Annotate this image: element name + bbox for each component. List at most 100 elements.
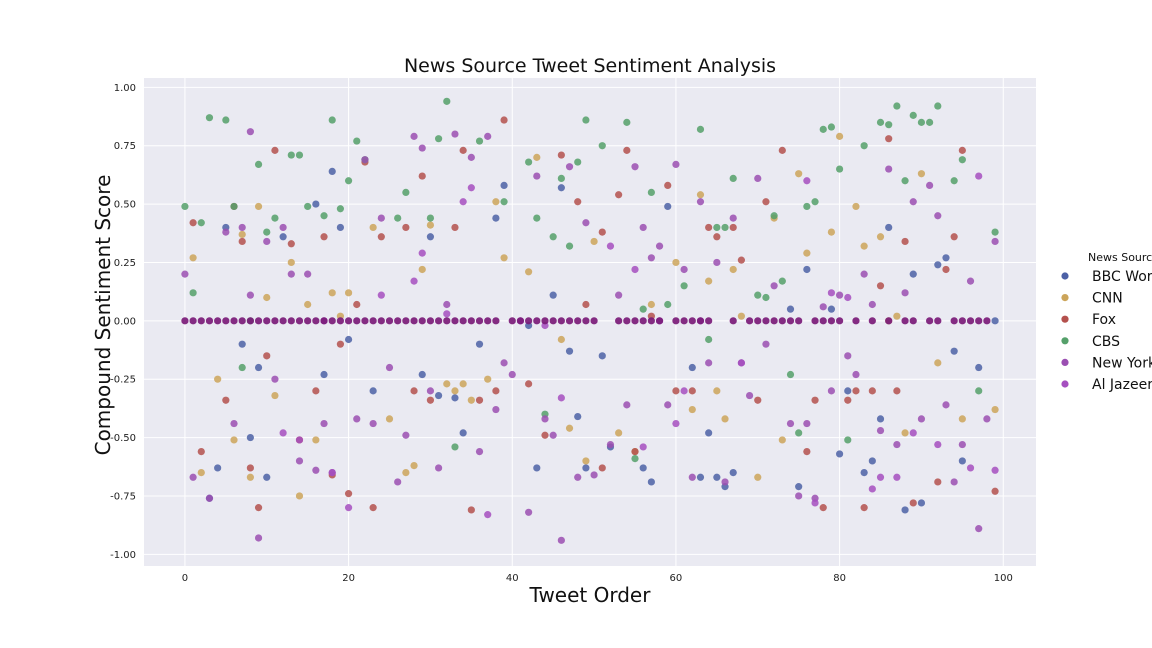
- point-fox: [885, 135, 893, 143]
- point-zero-score: [615, 317, 623, 325]
- y-tick-label: 0.50: [114, 200, 136, 211]
- point-new-york-times: [205, 494, 214, 502]
- point-zero-score: [189, 317, 197, 325]
- point-zero-score: [344, 317, 353, 325]
- point-new-york-times: [246, 291, 254, 299]
- point-cbs: [295, 151, 304, 159]
- point-new-york-times: [868, 300, 876, 309]
- point-cbs: [786, 370, 795, 379]
- point-new-york-times: [958, 440, 966, 449]
- point-fox: [762, 198, 770, 206]
- point-al-jazeera: [868, 485, 876, 493]
- point-al-jazeera: [672, 419, 680, 428]
- point-zero-score: [246, 317, 254, 325]
- point-cbs: [696, 125, 705, 133]
- point-cbs: [729, 174, 737, 183]
- point-al-jazeera: [410, 277, 418, 285]
- point-fox: [557, 151, 565, 159]
- point-new-york-times: [647, 254, 655, 262]
- point-fox: [876, 282, 885, 290]
- point-new-york-times: [230, 419, 238, 428]
- point-zero-score: [287, 317, 295, 325]
- point-bbc-world: [254, 363, 263, 372]
- point-zero-score: [238, 317, 246, 325]
- legend-label: New York Times: [1092, 355, 1152, 371]
- point-new-york-times: [385, 363, 394, 372]
- point-fox: [598, 464, 606, 472]
- point-cbs: [344, 177, 353, 185]
- point-cbs: [721, 223, 729, 232]
- point-fox: [852, 387, 860, 395]
- point-al-jazeera: [631, 265, 639, 274]
- point-fox: [418, 172, 426, 180]
- point-zero-score: [672, 317, 680, 325]
- point-fox: [451, 223, 459, 232]
- point-new-york-times: [672, 160, 680, 168]
- point-new-york-times: [852, 370, 860, 379]
- point-fox: [492, 387, 500, 395]
- point-zero-score: [541, 317, 549, 325]
- point-new-york-times: [484, 132, 492, 140]
- point-cnn: [893, 312, 901, 320]
- point-fox: [615, 191, 623, 199]
- legend-label: CBS: [1092, 334, 1120, 350]
- point-new-york-times: [500, 359, 508, 367]
- point-fox: [860, 504, 868, 512]
- point-new-york-times: [844, 352, 852, 360]
- point-zero-score: [410, 317, 418, 325]
- point-cbs: [885, 121, 893, 129]
- point-cnn: [721, 415, 729, 423]
- point-new-york-times: [606, 440, 615, 449]
- point-zero-score: [934, 317, 942, 325]
- point-new-york-times: [705, 359, 713, 367]
- point-zero-score: [205, 317, 214, 325]
- point-new-york-times: [770, 282, 778, 290]
- point-zero-score: [958, 317, 966, 325]
- point-fox: [344, 490, 353, 498]
- point-new-york-times: [287, 270, 295, 278]
- point-cnn: [271, 391, 279, 400]
- point-new-york-times: [696, 198, 705, 206]
- point-new-york-times: [557, 536, 565, 544]
- point-fox: [402, 223, 410, 232]
- point-cbs: [254, 160, 263, 168]
- point-zero-score: [230, 317, 238, 325]
- point-zero-score: [426, 317, 435, 325]
- point-cbs: [394, 214, 402, 222]
- point-cnn: [835, 132, 844, 140]
- point-new-york-times: [279, 223, 287, 232]
- point-fox: [369, 504, 377, 512]
- y-tick-label: -1.00: [110, 550, 136, 561]
- point-cbs: [909, 111, 917, 119]
- point-zero-score: [590, 317, 598, 325]
- point-bbc-world: [950, 347, 958, 355]
- point-cbs: [598, 142, 606, 150]
- point-zero-score: [353, 317, 361, 325]
- point-bbc-world: [688, 363, 696, 372]
- point-fox: [320, 233, 328, 241]
- point-cbs: [639, 305, 647, 313]
- point-zero-score: [467, 317, 475, 325]
- point-bbc-world: [909, 270, 917, 278]
- point-cbs: [827, 123, 836, 131]
- point-fox: [222, 396, 230, 404]
- point-new-york-times: [222, 228, 230, 236]
- point-bbc-world: [246, 433, 254, 442]
- point-al-jazeera: [876, 473, 885, 481]
- point-cnn: [672, 258, 680, 267]
- point-bbc-world: [500, 181, 508, 190]
- legend-marker: [1061, 337, 1069, 345]
- point-fox: [238, 237, 246, 246]
- point-cbs: [664, 300, 672, 309]
- point-new-york-times: [590, 471, 598, 479]
- point-cbs: [958, 156, 966, 164]
- point-zero-score: [533, 317, 541, 325]
- point-new-york-times: [435, 464, 443, 472]
- point-fox: [467, 506, 475, 514]
- point-cbs: [647, 188, 655, 197]
- point-bbc-world: [876, 415, 885, 423]
- point-cnn: [304, 300, 312, 309]
- point-zero-score: [729, 317, 737, 325]
- point-cnn: [402, 469, 410, 477]
- point-cbs: [557, 174, 565, 183]
